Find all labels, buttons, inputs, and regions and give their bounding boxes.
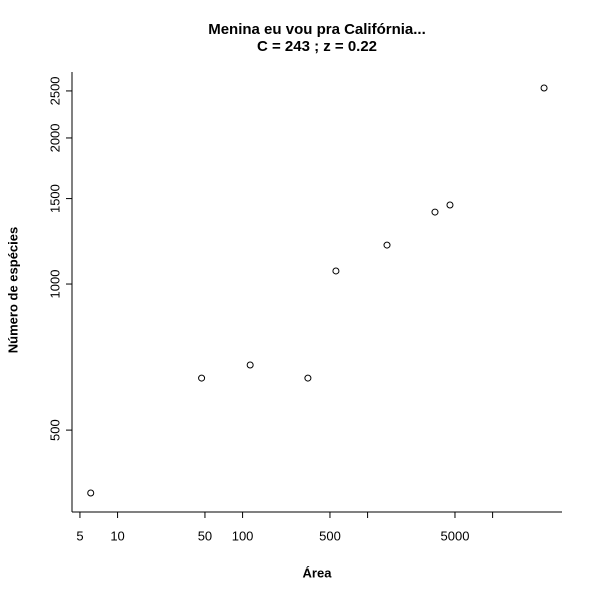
x-tick-label: 500 bbox=[319, 528, 341, 543]
point bbox=[198, 374, 206, 382]
point bbox=[431, 208, 439, 216]
y-tick-label: 500 bbox=[47, 419, 62, 441]
x-tick-label: 100 bbox=[232, 528, 254, 543]
y-tick-label: 1000 bbox=[47, 270, 62, 299]
chart-subtitle: C = 243 ; z = 0.22 bbox=[257, 38, 377, 55]
x-tick-label: 50 bbox=[198, 528, 212, 543]
y-tick-label: 1500 bbox=[47, 184, 62, 213]
point bbox=[304, 374, 312, 382]
point bbox=[246, 361, 254, 369]
x-tick-label: 5 bbox=[76, 528, 83, 543]
point bbox=[87, 489, 95, 497]
point bbox=[446, 201, 454, 209]
y-tick-label: 2000 bbox=[47, 123, 62, 152]
x-axis-title: Área bbox=[303, 565, 333, 580]
chart-title: Menina eu vou pra Califórnia... bbox=[208, 21, 426, 38]
y-tick-label: 2500 bbox=[47, 76, 62, 105]
point bbox=[332, 267, 340, 275]
point bbox=[540, 84, 548, 92]
x-tick-label: 5000 bbox=[441, 528, 470, 543]
y-axis-title: Número de espécies bbox=[5, 227, 20, 353]
point bbox=[383, 241, 391, 249]
x-tick-label: 10 bbox=[110, 528, 124, 543]
